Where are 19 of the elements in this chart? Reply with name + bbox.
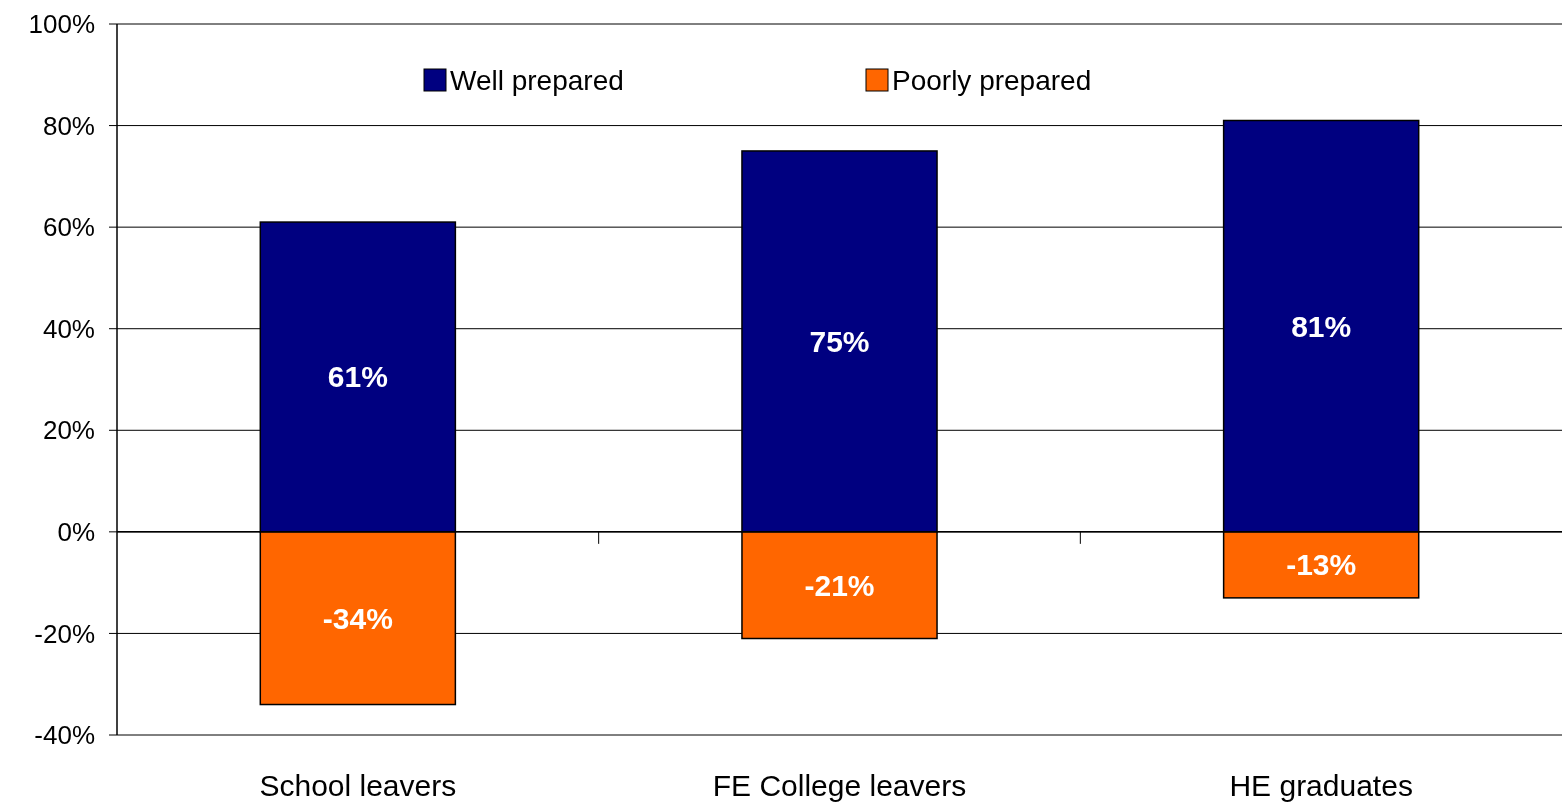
y-tick-label: -20%: [34, 618, 95, 649]
legend-label: Well prepared: [450, 64, 624, 96]
y-tick-label: 0%: [57, 516, 95, 547]
legend-label: Poorly prepared: [892, 64, 1092, 96]
y-tick-label: 40%: [42, 313, 95, 344]
data-label: 81%: [1291, 309, 1352, 343]
y-tick-label: -40%: [34, 720, 95, 751]
y-tick-label: 20%: [42, 415, 95, 446]
data-label: -34%: [322, 601, 393, 635]
data-label: 75%: [809, 324, 870, 358]
data-label: 61%: [327, 360, 388, 394]
y-tick-label: 60%: [42, 212, 95, 243]
x-tick-label: HE graduates: [1229, 768, 1413, 802]
data-label: -13%: [1286, 548, 1357, 582]
y-tick-label: 100%: [28, 9, 95, 40]
x-tick-label: School leavers: [259, 768, 457, 802]
x-tick-label: FE College leavers: [712, 768, 967, 802]
data-label: -21%: [804, 568, 875, 602]
y-tick-label: 80%: [42, 110, 95, 141]
